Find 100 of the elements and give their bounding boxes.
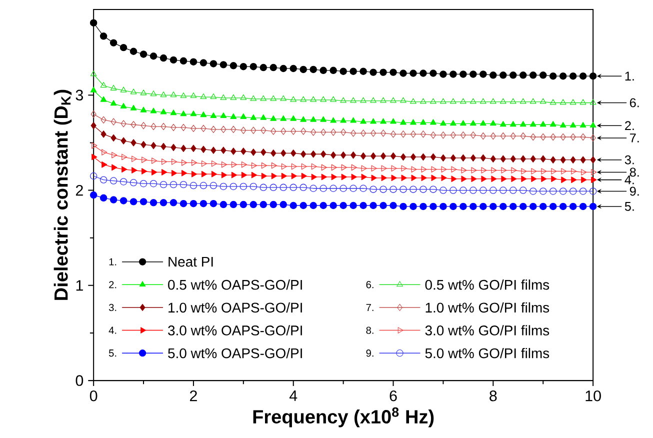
legend-label: 3.0 wt% GO/PI films: [425, 325, 550, 336]
point: [579, 188, 587, 196]
point: [240, 148, 246, 156]
point: [180, 110, 187, 116]
point: [470, 154, 476, 162]
point: [190, 182, 198, 190]
point: [491, 176, 497, 182]
point: [152, 158, 158, 164]
point: [391, 174, 397, 182]
point: [410, 203, 417, 210]
point: [100, 96, 107, 102]
point: [370, 186, 377, 194]
point: [122, 166, 128, 173]
point: [142, 168, 148, 175]
point: [310, 150, 316, 158]
point: [520, 203, 527, 210]
point: [320, 128, 326, 136]
text: 2.: [625, 121, 634, 130]
point: [211, 171, 218, 178]
point: [550, 134, 556, 141]
text: 9.: [630, 186, 639, 196]
point: [210, 94, 217, 100]
point: [130, 105, 137, 111]
annotation: 7.: [366, 304, 374, 312]
y-axis-title: Dielectric constant (D$_{K}$): [54, 90, 72, 300]
point: [190, 92, 197, 98]
point: [559, 203, 567, 210]
point: [350, 152, 356, 159]
y-tick-label: 3: [76, 90, 84, 101]
point: [260, 64, 268, 72]
annotation: 4.: [108, 326, 116, 334]
point: [421, 174, 427, 182]
point: [470, 186, 477, 194]
point: [90, 192, 98, 199]
point: [122, 154, 128, 160]
point: [100, 82, 107, 88]
point: [510, 98, 516, 104]
point: [160, 143, 166, 150]
point: [280, 128, 286, 136]
point: [331, 164, 337, 171]
point: [310, 96, 317, 102]
point: [251, 172, 258, 178]
point: [350, 117, 356, 123]
point: [250, 95, 257, 102]
legend-label: 1.0 wt% GO/PI films: [426, 302, 550, 313]
point: [440, 186, 447, 194]
point: [120, 103, 127, 109]
point: [211, 160, 218, 167]
point: [210, 182, 218, 190]
point: [580, 99, 586, 105]
point: [510, 132, 516, 140]
text: 6.: [630, 98, 639, 108]
point: [310, 116, 317, 122]
point: [540, 155, 546, 163]
point: [340, 152, 346, 159]
point: [330, 66, 337, 74]
point: [260, 201, 268, 208]
point: [260, 126, 266, 134]
point: [192, 171, 198, 178]
point: [571, 176, 577, 184]
point: [571, 168, 577, 175]
point: [441, 174, 447, 182]
point: [240, 63, 248, 70]
point: [400, 186, 407, 194]
point: [480, 203, 487, 210]
point: [190, 124, 196, 132]
point: [160, 108, 167, 114]
point: [230, 62, 238, 70]
point: [530, 188, 537, 196]
point: [360, 130, 366, 137]
point: [540, 121, 546, 127]
point: [310, 128, 316, 136]
point: [450, 154, 456, 162]
point: [250, 183, 258, 190]
point: [360, 184, 367, 192]
point: [580, 156, 586, 164]
point: [100, 32, 108, 40]
point: [110, 39, 118, 47]
point: [120, 120, 126, 128]
point: [220, 146, 226, 154]
point: [551, 176, 557, 182]
point: [270, 95, 277, 102]
point: [360, 202, 367, 210]
point: [261, 162, 268, 169]
point: [301, 163, 307, 170]
point: [200, 124, 206, 132]
point: [570, 134, 576, 141]
point: [130, 48, 138, 56]
point: [120, 197, 128, 205]
point: [140, 180, 148, 188]
point: [321, 164, 327, 171]
point: [420, 98, 426, 104]
point: [180, 124, 186, 132]
point: [410, 98, 416, 104]
point: [192, 160, 198, 166]
point: [152, 169, 158, 176]
point: [230, 183, 238, 190]
point: [280, 115, 287, 122]
x-tick-label: 10: [586, 390, 601, 402]
point: [500, 186, 507, 194]
